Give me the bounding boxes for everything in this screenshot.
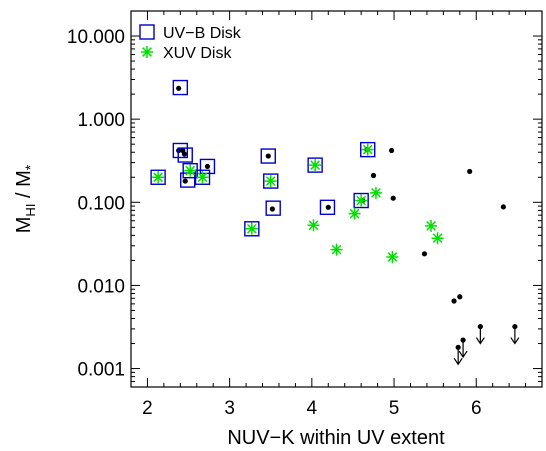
data-point-uvb-disk [307, 157, 323, 173]
legend-label: XUV Disk [163, 45, 232, 62]
data-point-uvb-disk [319, 199, 336, 216]
data-point-dot [451, 298, 457, 304]
data-point-xuv-disk [355, 194, 368, 207]
data-point-xuv-disk [184, 164, 197, 177]
data-point-uvb-disk [172, 142, 189, 159]
data-point-dot [370, 172, 377, 179]
data-point-xuv-disk [425, 219, 438, 232]
legend-asterisk-icon [141, 46, 153, 58]
legend-label: UV−B Disk [163, 25, 242, 42]
data-point-dot [390, 195, 396, 201]
legend: UV−B Disk XUV Disk [139, 24, 242, 62]
data-point-uvb-disk [172, 79, 189, 96]
data-point-xuv-disk [309, 159, 322, 172]
data-point-uvb-disk [244, 221, 260, 237]
data-point-xuv-disk [369, 186, 382, 199]
y-axis-label: MHI / M* [13, 164, 38, 233]
data-point-xuv-disk [431, 232, 444, 245]
y-tick-label: 0.010 [77, 276, 125, 297]
y-label-star: * [22, 164, 38, 170]
data-point-uvb-disk [199, 158, 216, 175]
legend-square-icon [139, 24, 155, 40]
y-label-sub: HI [23, 204, 38, 217]
data-point-xuv-disk [196, 171, 209, 184]
data-point-dot [325, 204, 331, 210]
x-tick-label: 4 [307, 398, 318, 419]
y-tick-label: 10.000 [67, 27, 125, 48]
data-point-xuv-disk [330, 243, 343, 256]
data-point-xuv-disk [152, 171, 165, 184]
y-tick-label: 1.000 [77, 110, 125, 131]
data-point-uvb-disk [260, 148, 276, 164]
x-tick-label: 2 [142, 398, 153, 419]
x-tick-label: 3 [224, 398, 235, 419]
data-point-xuv-disk [361, 143, 374, 156]
plot-frame [130, 10, 543, 388]
data-point-dot [182, 178, 188, 184]
data-point-uvb-disk [360, 141, 376, 158]
data-point-uvb-disk [177, 147, 193, 163]
data-point-dot [269, 206, 275, 212]
upper-limit-arrow [510, 326, 520, 345]
x-tick-label: 5 [389, 398, 400, 419]
data-point-xuv-disk [264, 175, 277, 188]
x-tick-label: 6 [471, 398, 482, 419]
data-point-uvb-disk [150, 169, 166, 185]
x-axis-label: NUV−K within UV extent [227, 427, 445, 449]
data-point-xuv-disk [348, 207, 361, 220]
upper-limit-arrow [475, 326, 485, 345]
upper-limit-arrow [458, 340, 468, 359]
data-point-dot [388, 147, 395, 154]
y-tick-label: 0.100 [77, 193, 125, 214]
data-point-uvb-disk [194, 169, 211, 185]
svg-text:MHI / M*: MHI / M* [13, 164, 38, 233]
data-point-dot [421, 251, 428, 257]
y-label-base: M [13, 217, 35, 234]
data-point-xuv-disk [245, 222, 258, 235]
data-point-dot [204, 163, 211, 170]
data-point-xuv-disk [386, 250, 399, 263]
data-point-uvb-disk [265, 200, 281, 216]
data-point-uvb-disk [263, 173, 279, 189]
upper-limit-arrow [453, 347, 463, 366]
data-point-dot [457, 294, 463, 300]
data-point-dot [176, 85, 182, 91]
y-label-sep: / M [13, 170, 35, 203]
data-marks [150, 79, 520, 366]
data-point-xuv-disk [307, 219, 320, 232]
data-point-uvb-disk [353, 192, 369, 209]
data-point-dot [180, 147, 186, 154]
axis-ticks: 2 3 4 5 6 0.001 0.010 0.100 1.000 10.000 [67, 10, 543, 419]
y-tick-label: 0.001 [77, 360, 125, 381]
data-point-dot [500, 204, 506, 210]
data-point-dot [467, 168, 473, 175]
data-point-dot [265, 153, 271, 159]
